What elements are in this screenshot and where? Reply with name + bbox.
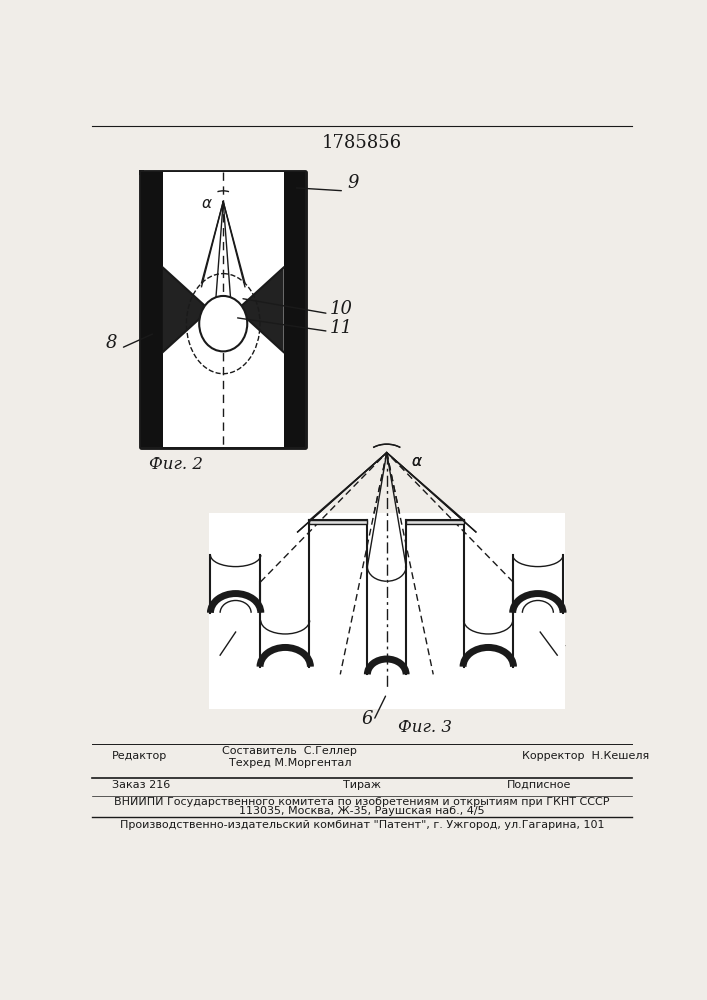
Text: Составитель  С.Геллер: Составитель С.Геллер xyxy=(223,746,357,756)
Text: Корректор  Н.Кешеля: Корректор Н.Кешеля xyxy=(522,751,650,761)
Text: 113035, Москва, Ж-35, Раушская наб., 4/5: 113035, Москва, Ж-35, Раушская наб., 4/5 xyxy=(239,806,485,816)
Text: 11: 11 xyxy=(330,319,354,337)
Text: Заказ 216: Заказ 216 xyxy=(112,780,170,790)
Text: 7: 7 xyxy=(554,645,565,663)
Text: α: α xyxy=(201,196,211,211)
Text: Фиг. 3: Фиг. 3 xyxy=(398,719,452,736)
Polygon shape xyxy=(237,267,284,352)
Polygon shape xyxy=(406,520,464,524)
Polygon shape xyxy=(163,172,284,447)
Text: Подписное: Подписное xyxy=(507,780,571,790)
Polygon shape xyxy=(284,172,305,447)
Polygon shape xyxy=(309,520,368,524)
Ellipse shape xyxy=(199,296,247,351)
Polygon shape xyxy=(263,520,510,690)
Text: Фиг. 2: Фиг. 2 xyxy=(149,456,203,473)
Text: ВНИИПИ Государственного комитета по изобретениям и открытиям при ГКНТ СССР: ВНИИПИ Государственного комитета по изоб… xyxy=(115,797,609,807)
Text: Редактор: Редактор xyxy=(112,751,167,761)
Text: 10: 10 xyxy=(330,300,354,318)
Polygon shape xyxy=(209,513,565,709)
Text: 8: 8 xyxy=(105,334,117,352)
Text: α: α xyxy=(411,454,421,470)
Text: 7: 7 xyxy=(209,645,220,663)
Text: α: α xyxy=(411,454,421,470)
Text: 6: 6 xyxy=(361,710,373,728)
Text: Техред М.Моргентал: Техред М.Моргентал xyxy=(228,758,351,768)
Polygon shape xyxy=(163,267,209,352)
Text: 1785856: 1785856 xyxy=(322,134,402,152)
Polygon shape xyxy=(513,555,563,628)
Text: Производственно-издательский комбинат "Патент", г. Ужгород, ул.Гагарина, 101: Производственно-издательский комбинат "П… xyxy=(119,820,604,830)
Text: 9: 9 xyxy=(347,174,358,192)
Polygon shape xyxy=(210,555,260,628)
Polygon shape xyxy=(141,172,163,447)
Text: Тираж: Тираж xyxy=(343,780,381,790)
